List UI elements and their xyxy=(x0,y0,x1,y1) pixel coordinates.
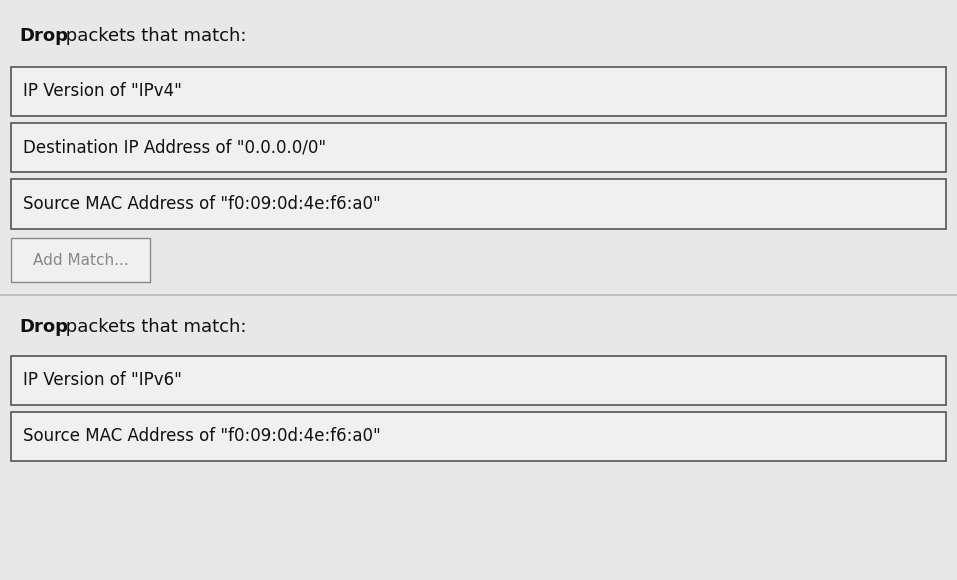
Text: packets that match:: packets that match: xyxy=(60,27,247,45)
FancyBboxPatch shape xyxy=(11,179,946,229)
Text: Source MAC Address of "f0:09:0d:4e:f6:a0": Source MAC Address of "f0:09:0d:4e:f6:a0… xyxy=(23,427,381,445)
Text: packets that match:: packets that match: xyxy=(60,318,247,336)
FancyBboxPatch shape xyxy=(11,412,946,461)
Text: Destination IP Address of "0.0.0.0/0": Destination IP Address of "0.0.0.0/0" xyxy=(23,139,326,157)
FancyBboxPatch shape xyxy=(11,123,946,172)
Text: IP Version of "IPv6": IP Version of "IPv6" xyxy=(23,371,182,389)
FancyBboxPatch shape xyxy=(11,238,150,282)
Text: IP Version of "IPv4": IP Version of "IPv4" xyxy=(23,82,182,100)
FancyBboxPatch shape xyxy=(11,67,946,116)
FancyBboxPatch shape xyxy=(11,356,946,405)
Text: Add Match...: Add Match... xyxy=(33,253,129,267)
Text: Drop: Drop xyxy=(19,318,68,336)
Text: Source MAC Address of "f0:09:0d:4e:f6:a0": Source MAC Address of "f0:09:0d:4e:f6:a0… xyxy=(23,195,381,213)
Text: Drop: Drop xyxy=(19,27,68,45)
